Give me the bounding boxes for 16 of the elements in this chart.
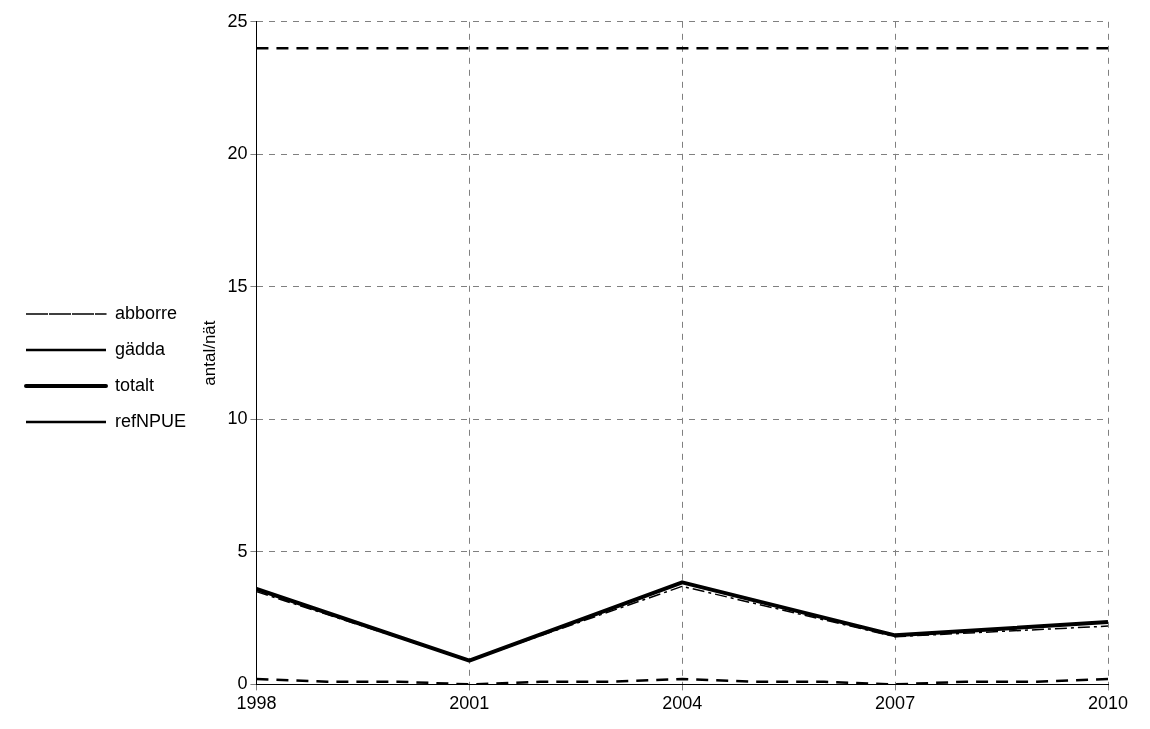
- y-axis-title: antal/nät: [199, 320, 219, 386]
- x-tick-label: 1998: [236, 693, 277, 714]
- y-tick-label: 5: [237, 540, 248, 561]
- x-tick-label: 2001: [449, 693, 490, 714]
- x-tick-label: 2007: [875, 693, 916, 714]
- y-tick-label: 15: [227, 275, 248, 296]
- legend-label: abborre: [115, 302, 178, 323]
- y-tick-label: 20: [227, 143, 248, 164]
- x-tick-label: 2010: [1087, 693, 1129, 714]
- y-tick-label: 10: [227, 408, 248, 429]
- y-tick-label: 25: [227, 10, 248, 31]
- legend-label: totalt: [115, 374, 155, 395]
- x-tick-label: 2004: [662, 693, 703, 714]
- y-tick-label: 0: [237, 673, 248, 694]
- legend-label: refNPUE: [115, 410, 187, 431]
- legend-label: gädda: [115, 338, 167, 359]
